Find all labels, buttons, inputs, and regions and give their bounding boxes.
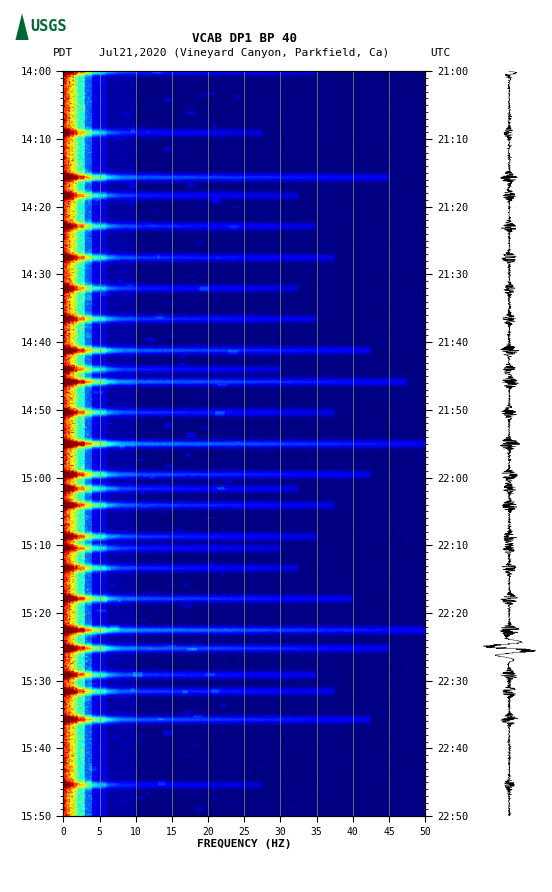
- Text: UTC: UTC: [431, 48, 451, 58]
- Text: Jul21,2020 (Vineyard Canyon, Parkfield, Ca): Jul21,2020 (Vineyard Canyon, Parkfield, …: [99, 48, 389, 58]
- Text: PDT: PDT: [52, 48, 73, 58]
- X-axis label: FREQUENCY (HZ): FREQUENCY (HZ): [197, 839, 291, 849]
- Polygon shape: [6, 13, 39, 40]
- Text: USGS: USGS: [31, 20, 67, 34]
- Text: VCAB DP1 BP 40: VCAB DP1 BP 40: [192, 31, 297, 45]
